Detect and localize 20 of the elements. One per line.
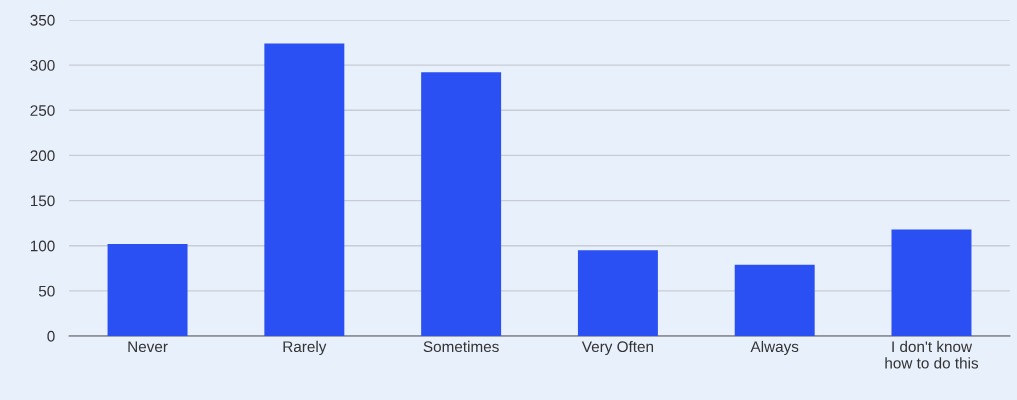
bar [264, 43, 345, 336]
bar [107, 243, 188, 336]
bar [421, 72, 502, 336]
bar [734, 264, 815, 336]
x-tick-label: Sometimes [423, 340, 499, 353]
x-tick-label: Never [128, 341, 168, 353]
y-tick-label: 200 [30, 150, 55, 162]
bar [891, 229, 972, 336]
y-tick-label: 100 [30, 240, 55, 252]
x-tick-label: Very Often [581, 340, 654, 356]
y-tick-label: 50 [38, 285, 55, 297]
y-tick-label: 0 [47, 330, 55, 342]
y-tick-label: 350 [30, 14, 55, 26]
bar [577, 250, 658, 336]
y-tick-label: 300 [30, 60, 55, 71]
x-tick-label: Always [750, 340, 799, 356]
y-tick-label: 150 [30, 195, 55, 207]
y-tick-label: 250 [30, 105, 55, 116]
x-tick-label: Rarely [283, 340, 327, 356]
x-tick-label: I don't know how to do this [885, 340, 979, 369]
